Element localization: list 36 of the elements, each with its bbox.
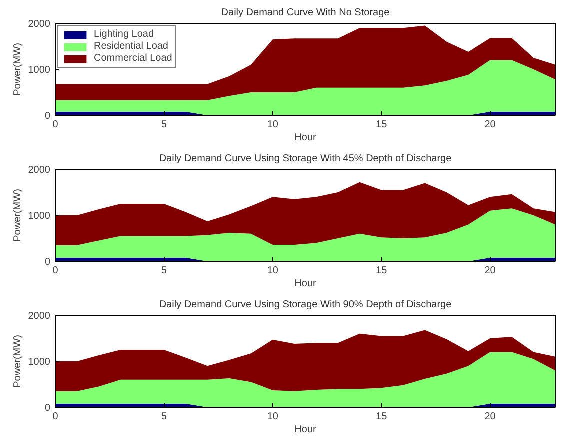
y-tick-label: 2000: [28, 165, 51, 176]
x-axis-title: Hour: [294, 132, 318, 144]
x-tick-label: 15: [376, 120, 388, 130]
y-tick-label: 1000: [28, 211, 51, 222]
y-tick-label: 0: [44, 111, 51, 122]
x-tick-label: 15: [376, 266, 388, 276]
x-tick-label: 10: [267, 412, 279, 422]
x-tick-label: 10: [267, 266, 279, 276]
legend-label: Lighting Load: [94, 29, 154, 40]
y-tick-label: 2000: [28, 311, 51, 322]
y-axis-title: Power(MW): [12, 335, 24, 388]
x-tick-label: 15: [376, 412, 388, 422]
x-tick-label: 20: [484, 412, 496, 422]
legend-label: Commercial Load: [94, 53, 172, 64]
x-axis-title: Hour: [294, 424, 318, 436]
y-tick-label: 0: [44, 403, 51, 414]
chart-title: Daily Demand Curve Using Storage With 90% Depth of Discharge: [159, 300, 452, 310]
y-tick-label: 1000: [28, 357, 51, 368]
y-tick-label: 1000: [28, 65, 51, 76]
x-tick-label: 10: [267, 120, 279, 130]
x-axis-title: Hour: [294, 278, 318, 290]
x-tick-label: 0: [52, 120, 59, 130]
y-tick-label: 2000: [28, 19, 51, 30]
y-axis-title: Power(MW): [12, 43, 24, 96]
x-tick-label: 20: [484, 120, 496, 130]
x-tick-label: 0: [52, 266, 59, 276]
y-tick-label: 0: [44, 257, 51, 268]
x-tick-label: 5: [161, 412, 168, 422]
x-tick-label: 5: [161, 120, 168, 130]
x-tick-label: 0: [52, 412, 59, 422]
x-tick-label: 5: [161, 266, 168, 276]
x-tick-label: 20: [484, 266, 496, 276]
chart-title: Daily Demand Curve Using Storage With 45% Depth of Discharge: [159, 154, 452, 164]
legend-label: Residential Load: [94, 41, 168, 52]
chart-title: Daily Demand Curve With No Storage: [221, 8, 390, 18]
y-axis-title: Power(MW): [12, 189, 24, 242]
